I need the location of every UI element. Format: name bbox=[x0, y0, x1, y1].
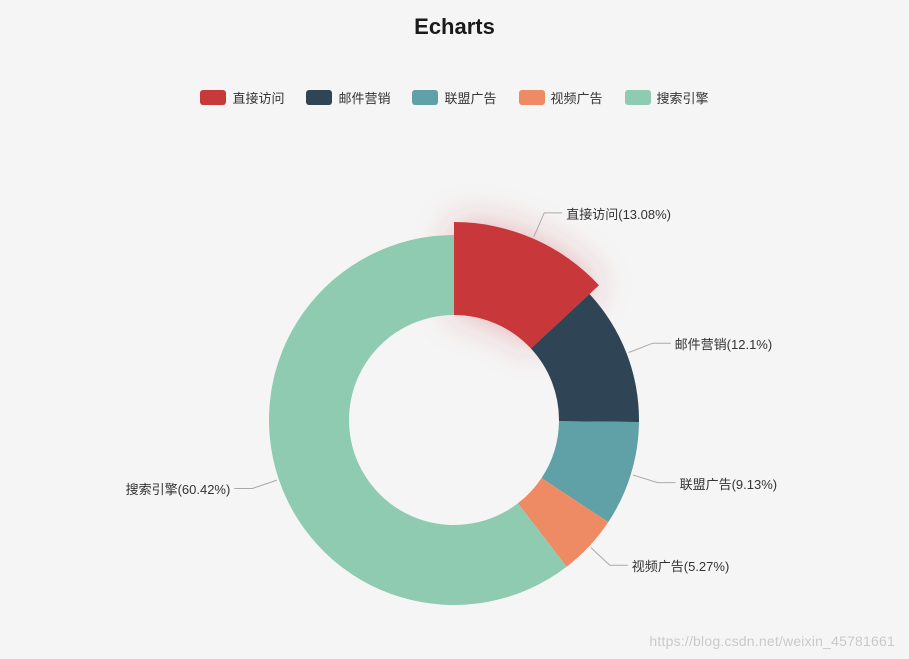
leader-line-4 bbox=[234, 480, 277, 488]
slice-label-3: 视频广告(5.27%) bbox=[632, 556, 730, 575]
slice-label-1: 邮件营销(12.1%) bbox=[675, 334, 773, 353]
slice-label-0: 直接访问(13.08%) bbox=[566, 204, 671, 223]
slice-label-4: 搜索引擎(60.42%) bbox=[126, 479, 231, 498]
leader-line-2 bbox=[633, 475, 676, 483]
watermark: https://blog.csdn.net/weixin_45781661 bbox=[649, 633, 895, 649]
slice-label-2: 联盟广告(9.13%) bbox=[680, 474, 778, 493]
leader-line-3 bbox=[591, 548, 628, 566]
doughnut-chart[interactable]: 直接访问(13.08%) 邮件营销(12.1%) 联盟广告(9.13%) 视频广告(5… bbox=[0, 0, 909, 659]
leader-line-0 bbox=[534, 213, 562, 237]
leader-line-1 bbox=[628, 343, 670, 352]
